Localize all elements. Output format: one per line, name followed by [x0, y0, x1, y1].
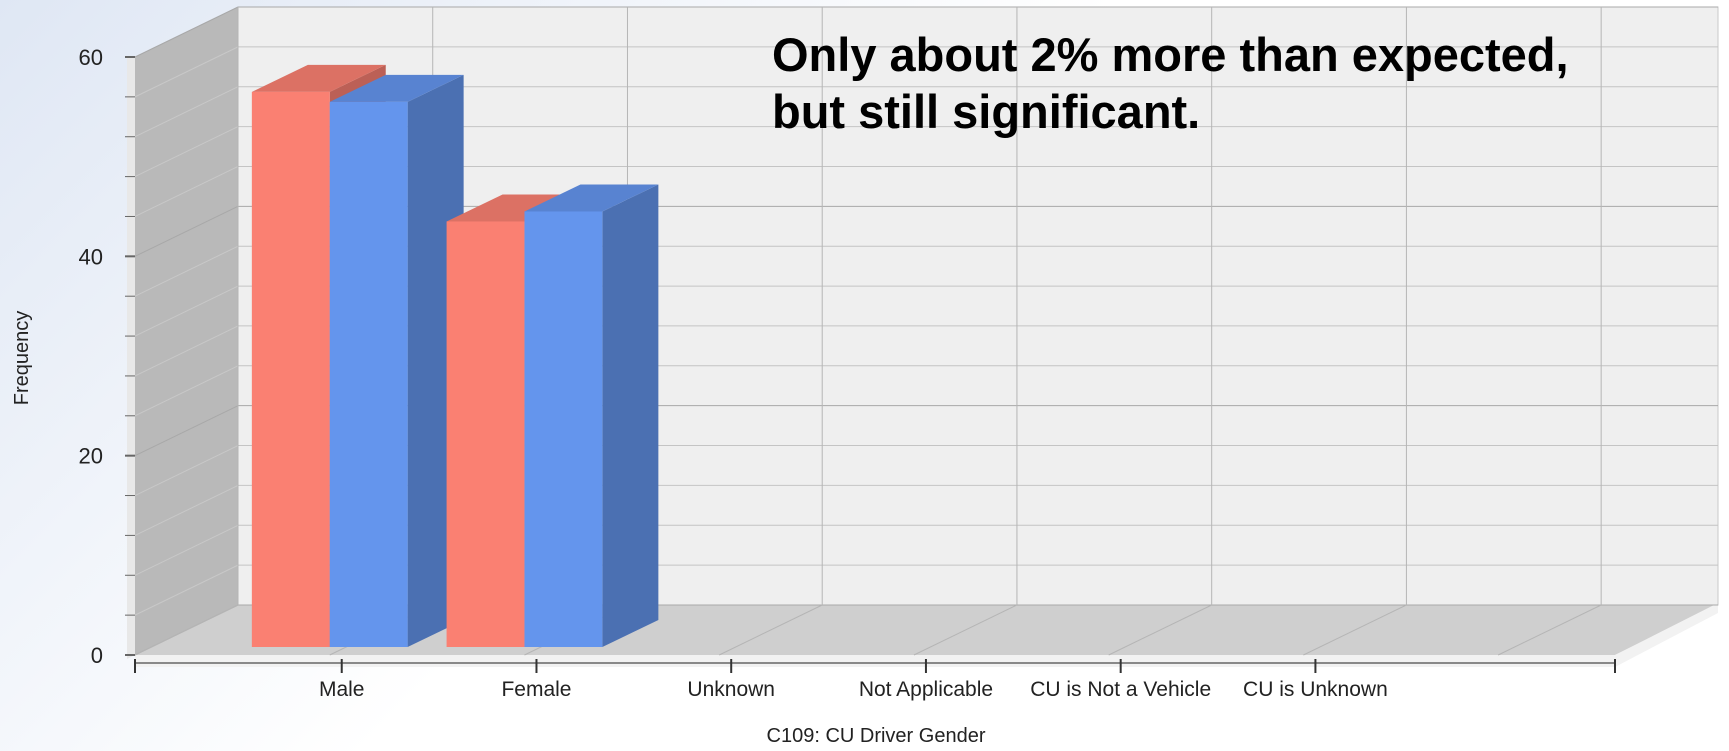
- floor-gridline: [1108, 604, 1212, 656]
- bar-front: [446, 221, 525, 647]
- bar: [524, 184, 659, 647]
- y-tick-label: 60: [79, 45, 103, 70]
- category-label: CU is Not a Vehicle: [1030, 678, 1211, 701]
- bar-top: [251, 64, 386, 92]
- bar-front: [329, 101, 408, 648]
- wall-gridline: [134, 205, 239, 257]
- wall-gridline: [134, 325, 239, 377]
- category-label: Unknown: [687, 678, 775, 701]
- wall-gridline: [134, 245, 239, 297]
- wall-gridline: [134, 445, 239, 496]
- bar: [329, 74, 464, 648]
- category-label: CU is Unknown: [1243, 678, 1388, 701]
- category-label: Not Applicable: [859, 678, 993, 701]
- wall-gridline: [134, 564, 239, 616]
- category-label: Male: [319, 678, 365, 701]
- wall-gridline: [134, 126, 239, 178]
- wall-gridline: [134, 524, 239, 576]
- bar-front: [251, 91, 330, 648]
- y-tick-label: 40: [79, 244, 103, 269]
- floor-gridline: [134, 604, 239, 656]
- floor-edge: [135, 603, 1718, 667]
- category-labels: Male Female Unknown Not Applicable CU is Not…: [319, 678, 1388, 701]
- floor-gridline: [913, 604, 1018, 656]
- bars: [251, 64, 659, 648]
- x-axis-label: C109: CU Driver Gender: [767, 725, 986, 747]
- bar-front: [524, 211, 603, 647]
- y-tick-label: 0: [91, 643, 103, 668]
- annotation-text: Only about 2% more than expected, but st…: [772, 26, 1672, 140]
- floor-gridline: [1303, 604, 1407, 656]
- floor-gridline: [1497, 604, 1602, 656]
- bar-side: [602, 184, 659, 647]
- bar-top: [524, 184, 659, 212]
- axes: [125, 56, 1616, 673]
- category-label: Female: [501, 678, 571, 701]
- left-wall-edge: [127, 57, 135, 659]
- bar-top: [329, 74, 464, 102]
- y-axis-label: Frequency: [11, 311, 33, 406]
- wall-gridline: [134, 166, 239, 217]
- annotation-line-2: but still significant.: [772, 85, 1201, 138]
- wall-gridline: [134, 285, 239, 337]
- wall-gridline: [134, 6, 239, 58]
- wall-gridline: [134, 86, 239, 138]
- wall-gridline: [134, 365, 239, 417]
- annotation-line-1: Only about 2% more than expected,: [772, 28, 1569, 81]
- wall-gridline: [134, 46, 239, 98]
- y-tick-label: 20: [79, 444, 103, 469]
- left-wall: [135, 7, 238, 655]
- floor-gridline: [718, 604, 823, 656]
- y-tick-labels: 0 20 40 60: [79, 45, 103, 668]
- wall-gridline: [134, 405, 239, 457]
- wall-gridline: [134, 484, 239, 536]
